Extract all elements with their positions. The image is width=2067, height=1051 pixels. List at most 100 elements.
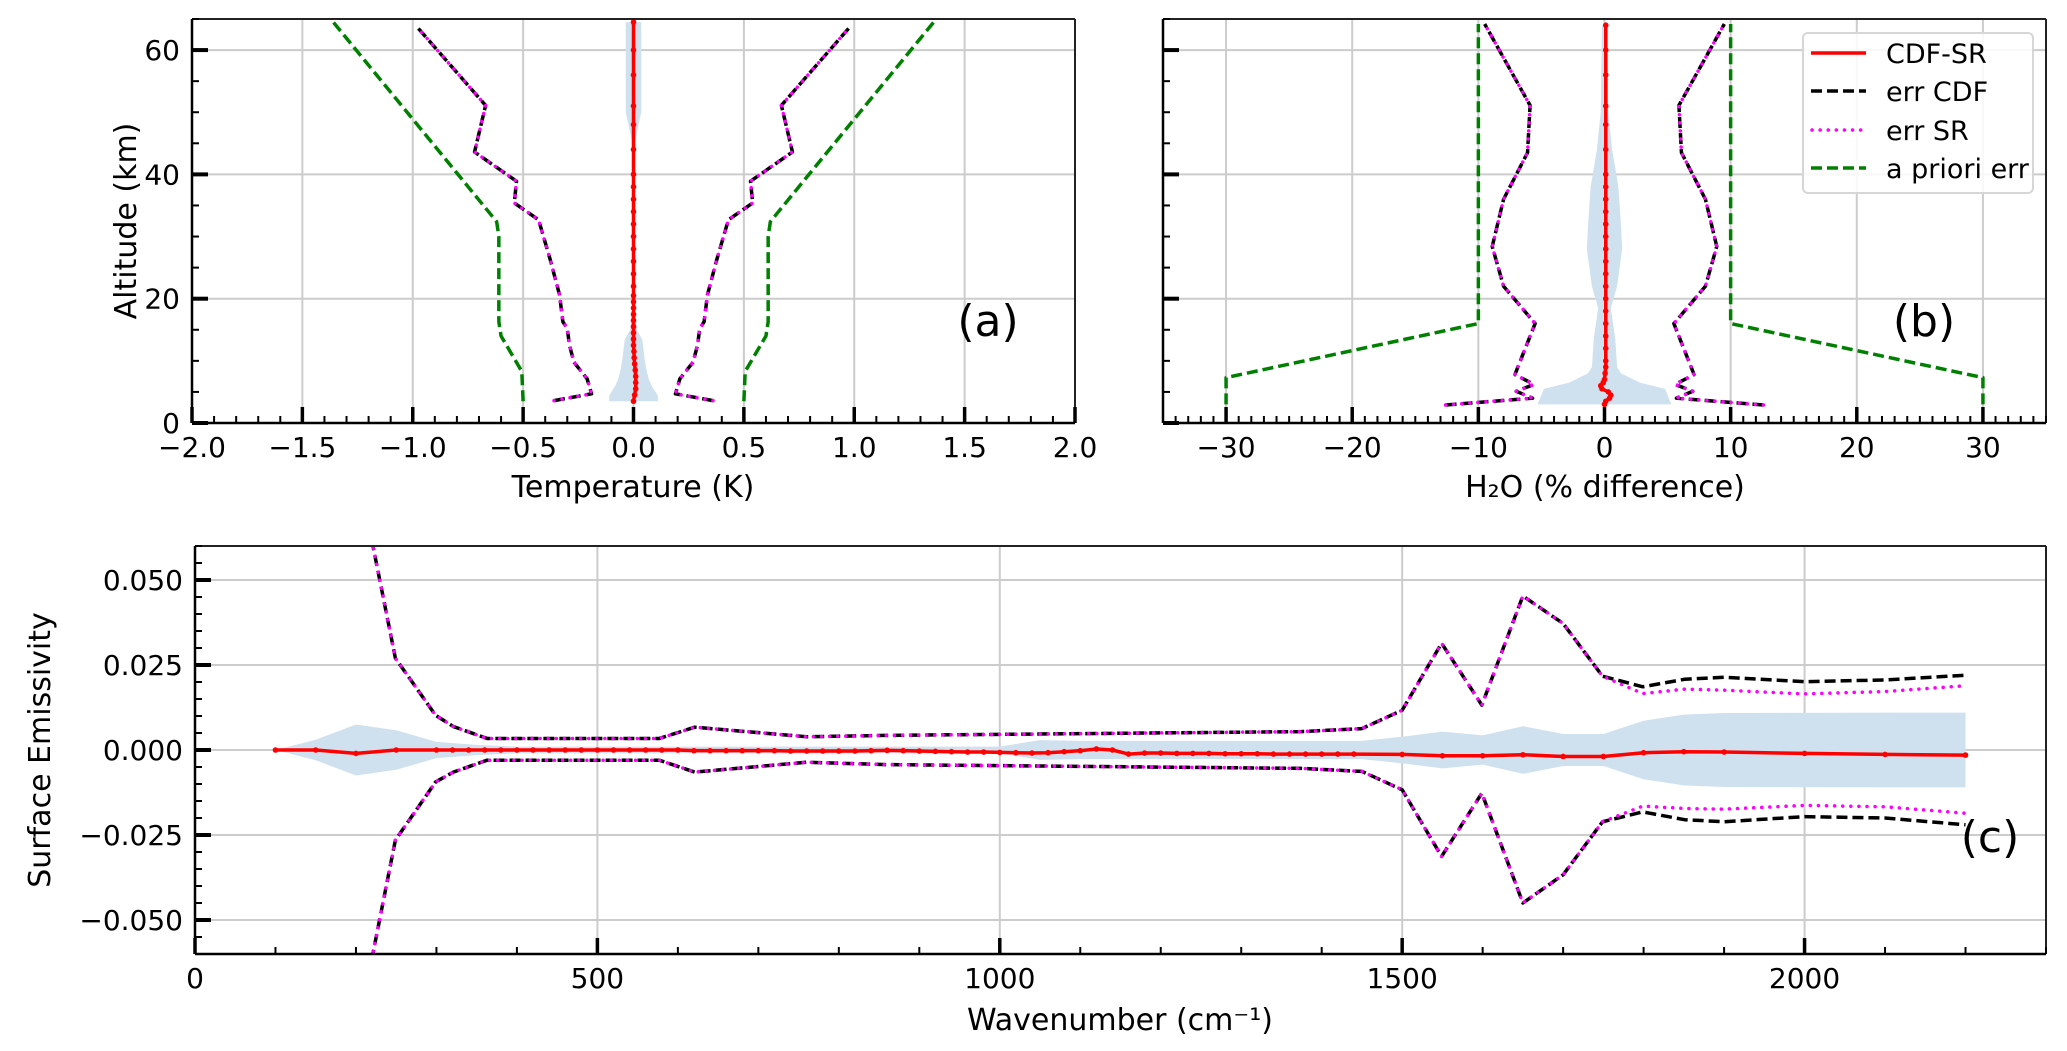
series-err-cdf-upper	[673, 25, 852, 403]
marker-cdf-sr	[1602, 258, 1609, 265]
marker-cdf-sr	[630, 19, 637, 25]
marker-cdf-sr	[1125, 751, 1132, 757]
series-a-priori-err-upper	[1728, 23, 1985, 405]
marker-cdf-sr	[630, 146, 637, 153]
marker-cdf-sr	[1602, 184, 1609, 190]
marker-cdf-sr	[393, 747, 399, 753]
marker-cdf-sr	[1602, 333, 1609, 339]
spread-band	[275, 712, 1966, 788]
x-tick-label: −0.5	[489, 431, 557, 464]
panel-c-emissivity: 0 500 1000 1500 2000 −0.050 −0.025 0.000 0.025 0.…	[79, 545, 2047, 995]
marker-cdf-sr	[630, 317, 637, 324]
y-tick-label: −0.025	[79, 819, 183, 852]
marker-cdf-sr	[272, 747, 279, 753]
x-tick-label: −2.0	[158, 431, 226, 464]
x-tick-label: 1500	[1367, 962, 1438, 995]
marker-cdf-sr	[1602, 345, 1609, 352]
panel-b-label: (b)	[1893, 296, 1955, 347]
legend: CDF-SR err CDF err SR a priori err	[1802, 32, 2034, 194]
marker-cdf-sr	[630, 292, 637, 299]
marker-cdf-sr	[642, 747, 649, 753]
x-tick-label: 10	[1713, 431, 1749, 464]
marker-cdf-sr	[707, 747, 713, 754]
marker-cdf-sr	[514, 747, 520, 753]
marker-cdf-sr	[755, 747, 762, 754]
marker-cdf-sr	[1190, 750, 1196, 757]
marker-cdf-sr	[932, 748, 939, 755]
marker-cdf-sr	[632, 386, 639, 392]
marker-cdf-sr	[630, 342, 637, 349]
marker-cdf-sr	[916, 748, 923, 754]
x-tick-label: −20	[1323, 431, 1382, 464]
x-tick-label: −30	[1197, 431, 1256, 464]
marker-cdf-sr	[980, 749, 987, 755]
series-err-cdf-upper	[1672, 23, 1764, 407]
x-tick-label: 0	[1596, 431, 1614, 464]
marker-cdf-sr	[900, 747, 907, 754]
marker-cdf-sr	[631, 348, 637, 355]
marker-cdf-sr	[632, 367, 639, 373]
series-err-sr-upper	[673, 25, 852, 403]
marker-cdf-sr	[1222, 750, 1228, 757]
panel-a-xlabel: Temperature (K)	[511, 470, 755, 505]
marker-cdf-sr	[1602, 121, 1609, 128]
marker-cdf-sr	[1045, 749, 1051, 756]
marker-cdf-sr	[465, 747, 472, 753]
series-err-cdf-lower	[371, 758, 1966, 954]
plot-area	[331, 19, 936, 405]
series-err-sr-upper	[1672, 22, 1766, 407]
marker-cdf-sr	[1157, 750, 1164, 756]
legend-box	[1802, 32, 2034, 194]
marker-cdf-sr	[1334, 751, 1341, 757]
marker-cdf-sr	[433, 747, 440, 753]
panel-c-label: (c)	[1961, 812, 2020, 863]
marker-cdf-sr	[884, 747, 890, 754]
x-tick-label: −1.0	[379, 431, 447, 464]
marker-cdf-sr	[630, 233, 637, 240]
marker-cdf-sr	[1602, 370, 1608, 377]
marker-cdf-sr	[836, 748, 842, 754]
plot-area	[1224, 22, 1985, 408]
marker-cdf-sr	[578, 747, 585, 753]
marker-cdf-sr	[1270, 751, 1277, 757]
y-tick-label: 0.000	[103, 734, 183, 767]
x-tick-label: 30	[1965, 431, 2001, 464]
marker-cdf-sr	[630, 271, 637, 277]
marker-cdf-sr	[1602, 72, 1609, 78]
marker-cdf-sr	[1602, 221, 1609, 227]
x-tick-label: 500	[571, 962, 624, 995]
marker-cdf-sr	[771, 747, 778, 754]
marker-cdf-sr	[630, 299, 637, 305]
panel-c-ylabel: Surface Emissivity	[23, 612, 58, 888]
series-a-priori-err-lower	[1224, 23, 1481, 405]
x-tick-label: 1.0	[832, 431, 877, 464]
series-err-sr-upper	[371, 546, 1968, 741]
marker-cdf-sr	[1174, 750, 1180, 757]
x-tick-label: 1000	[964, 962, 1035, 995]
panel-a-ylabel: Altitude (km)	[109, 123, 144, 320]
marker-cdf-sr	[449, 747, 456, 753]
marker-cdf-sr	[1141, 750, 1148, 756]
marker-cdf-sr	[1962, 752, 1969, 758]
marker-cdf-sr	[1399, 751, 1405, 758]
marker-cdf-sr	[723, 747, 729, 754]
marker-cdf-sr	[1109, 747, 1116, 753]
marker-cdf-sr	[630, 246, 637, 252]
marker-cdf-sr	[1602, 271, 1609, 277]
marker-cdf-sr	[630, 283, 637, 290]
marker-cdf-sr	[546, 747, 552, 753]
marker-cdf-sr	[1318, 751, 1325, 757]
panel-a-label: (a)	[957, 296, 1018, 347]
marker-cdf-sr	[948, 748, 955, 755]
marker-cdf-sr	[1479, 752, 1486, 759]
marker-cdf-sr	[630, 171, 637, 178]
panel-b-xlabel: H₂O (% difference)	[1465, 470, 1745, 505]
panel-b-h2o: −30 −20 −10 0 10 20 30	[1161, 18, 2047, 464]
marker-cdf-sr	[594, 747, 601, 753]
panel-c-xlabel: Wavenumber (cm⁻¹)	[967, 1003, 1273, 1038]
marker-cdf-sr	[1560, 753, 1566, 760]
series-a-priori-err-upper	[742, 20, 936, 402]
marker-cdf-sr	[1640, 749, 1647, 756]
panel-a-temperature: −2.0 −1.5 −1.0 −0.5 0.0 0.5 1.0 1.5 2.0 0 20 40 60	[144, 18, 1097, 464]
